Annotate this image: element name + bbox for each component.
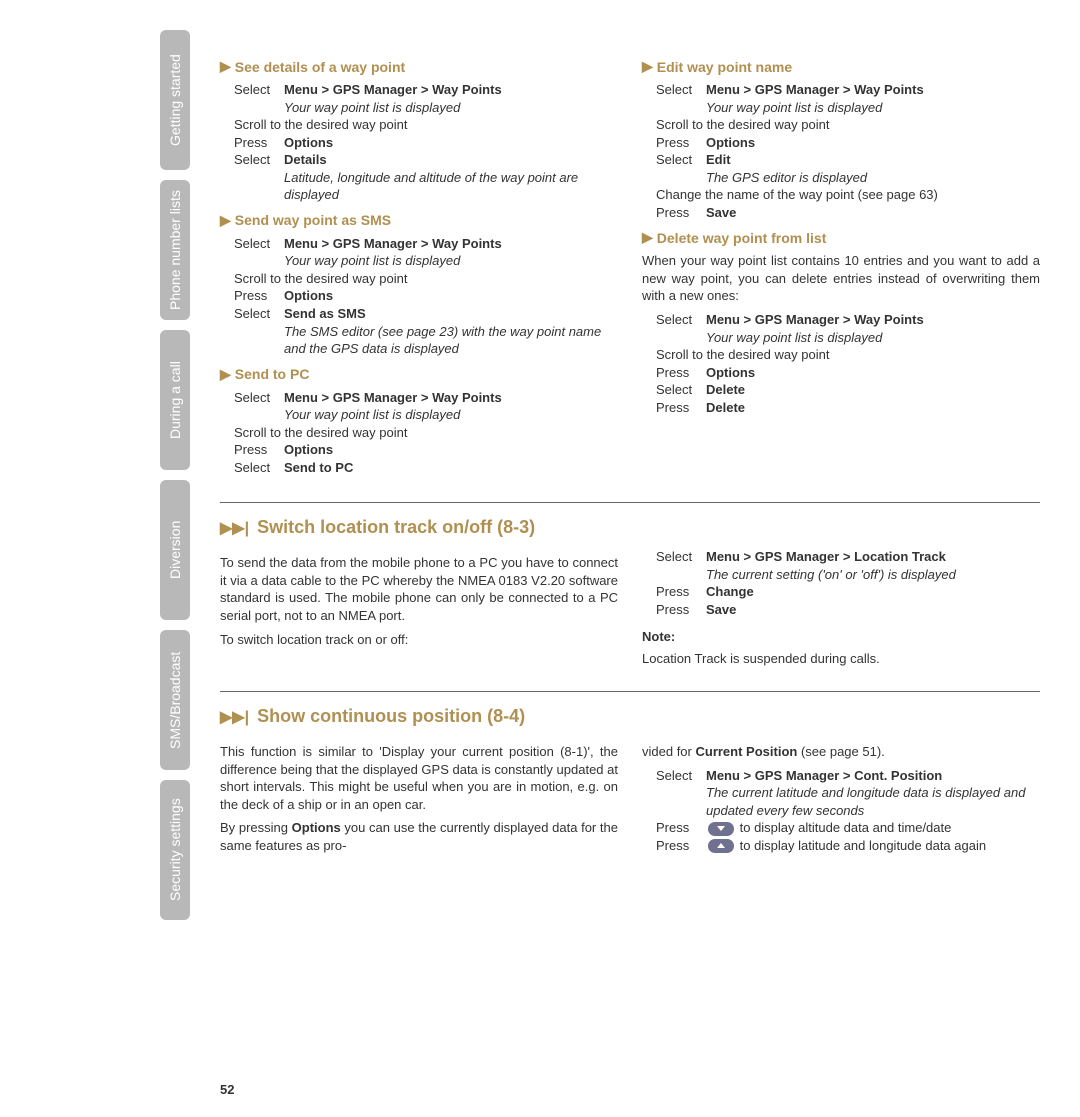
tab-security-settings: Security settings [160,780,190,920]
triangle-icon: ▶ [220,58,231,75]
note-label: Note: [642,629,1040,644]
heading-switch-location: ▶▶|Switch location track on/off (8-3) [220,517,1040,538]
tab-diversion: Diversion [160,480,190,620]
page-number: 52 [220,1068,1040,1097]
tab-sms-broadcast: SMS/Broadcast [160,630,190,770]
options-para: By pressing Options you can use the curr… [220,819,618,854]
heading-edit-name: ▶Edit way point name [642,58,1040,75]
tab-phone-number-lists: Phone number lists [160,180,190,320]
triangle-icon: ▶ [220,212,231,229]
sidebar-tabs: Getting started Phone number lists Durin… [0,0,200,1117]
heading-delete: ▶Delete way point from list [642,229,1040,246]
heading-continuous-position: ▶▶|Show continuous position (8-4) [220,706,1040,727]
divider [220,691,1040,692]
up-button-icon [708,839,734,853]
divider [220,502,1040,503]
triangle-icon: ▶ [642,229,653,246]
page-content: ▶See details of a way point SelectMenu >… [200,0,1080,1117]
current-position-ref: vided for Current Position (see page 51)… [642,743,1040,761]
down-button-icon [708,822,734,836]
fast-forward-icon: ▶▶| [220,518,249,538]
column-right: ▶Edit way point name SelectMenu > GPS Ma… [642,50,1040,484]
column-left: ▶See details of a way point SelectMenu >… [220,50,618,484]
tab-during-a-call: During a call [160,330,190,470]
heading-send-pc: ▶Send to PC [220,366,618,383]
heading-see-details: ▶See details of a way point [220,58,618,75]
fast-forward-icon: ▶▶| [220,707,249,727]
triangle-icon: ▶ [642,58,653,75]
triangle-icon: ▶ [220,366,231,383]
tab-getting-started: Getting started [160,30,190,170]
heading-send-sms: ▶Send way point as SMS [220,212,618,229]
